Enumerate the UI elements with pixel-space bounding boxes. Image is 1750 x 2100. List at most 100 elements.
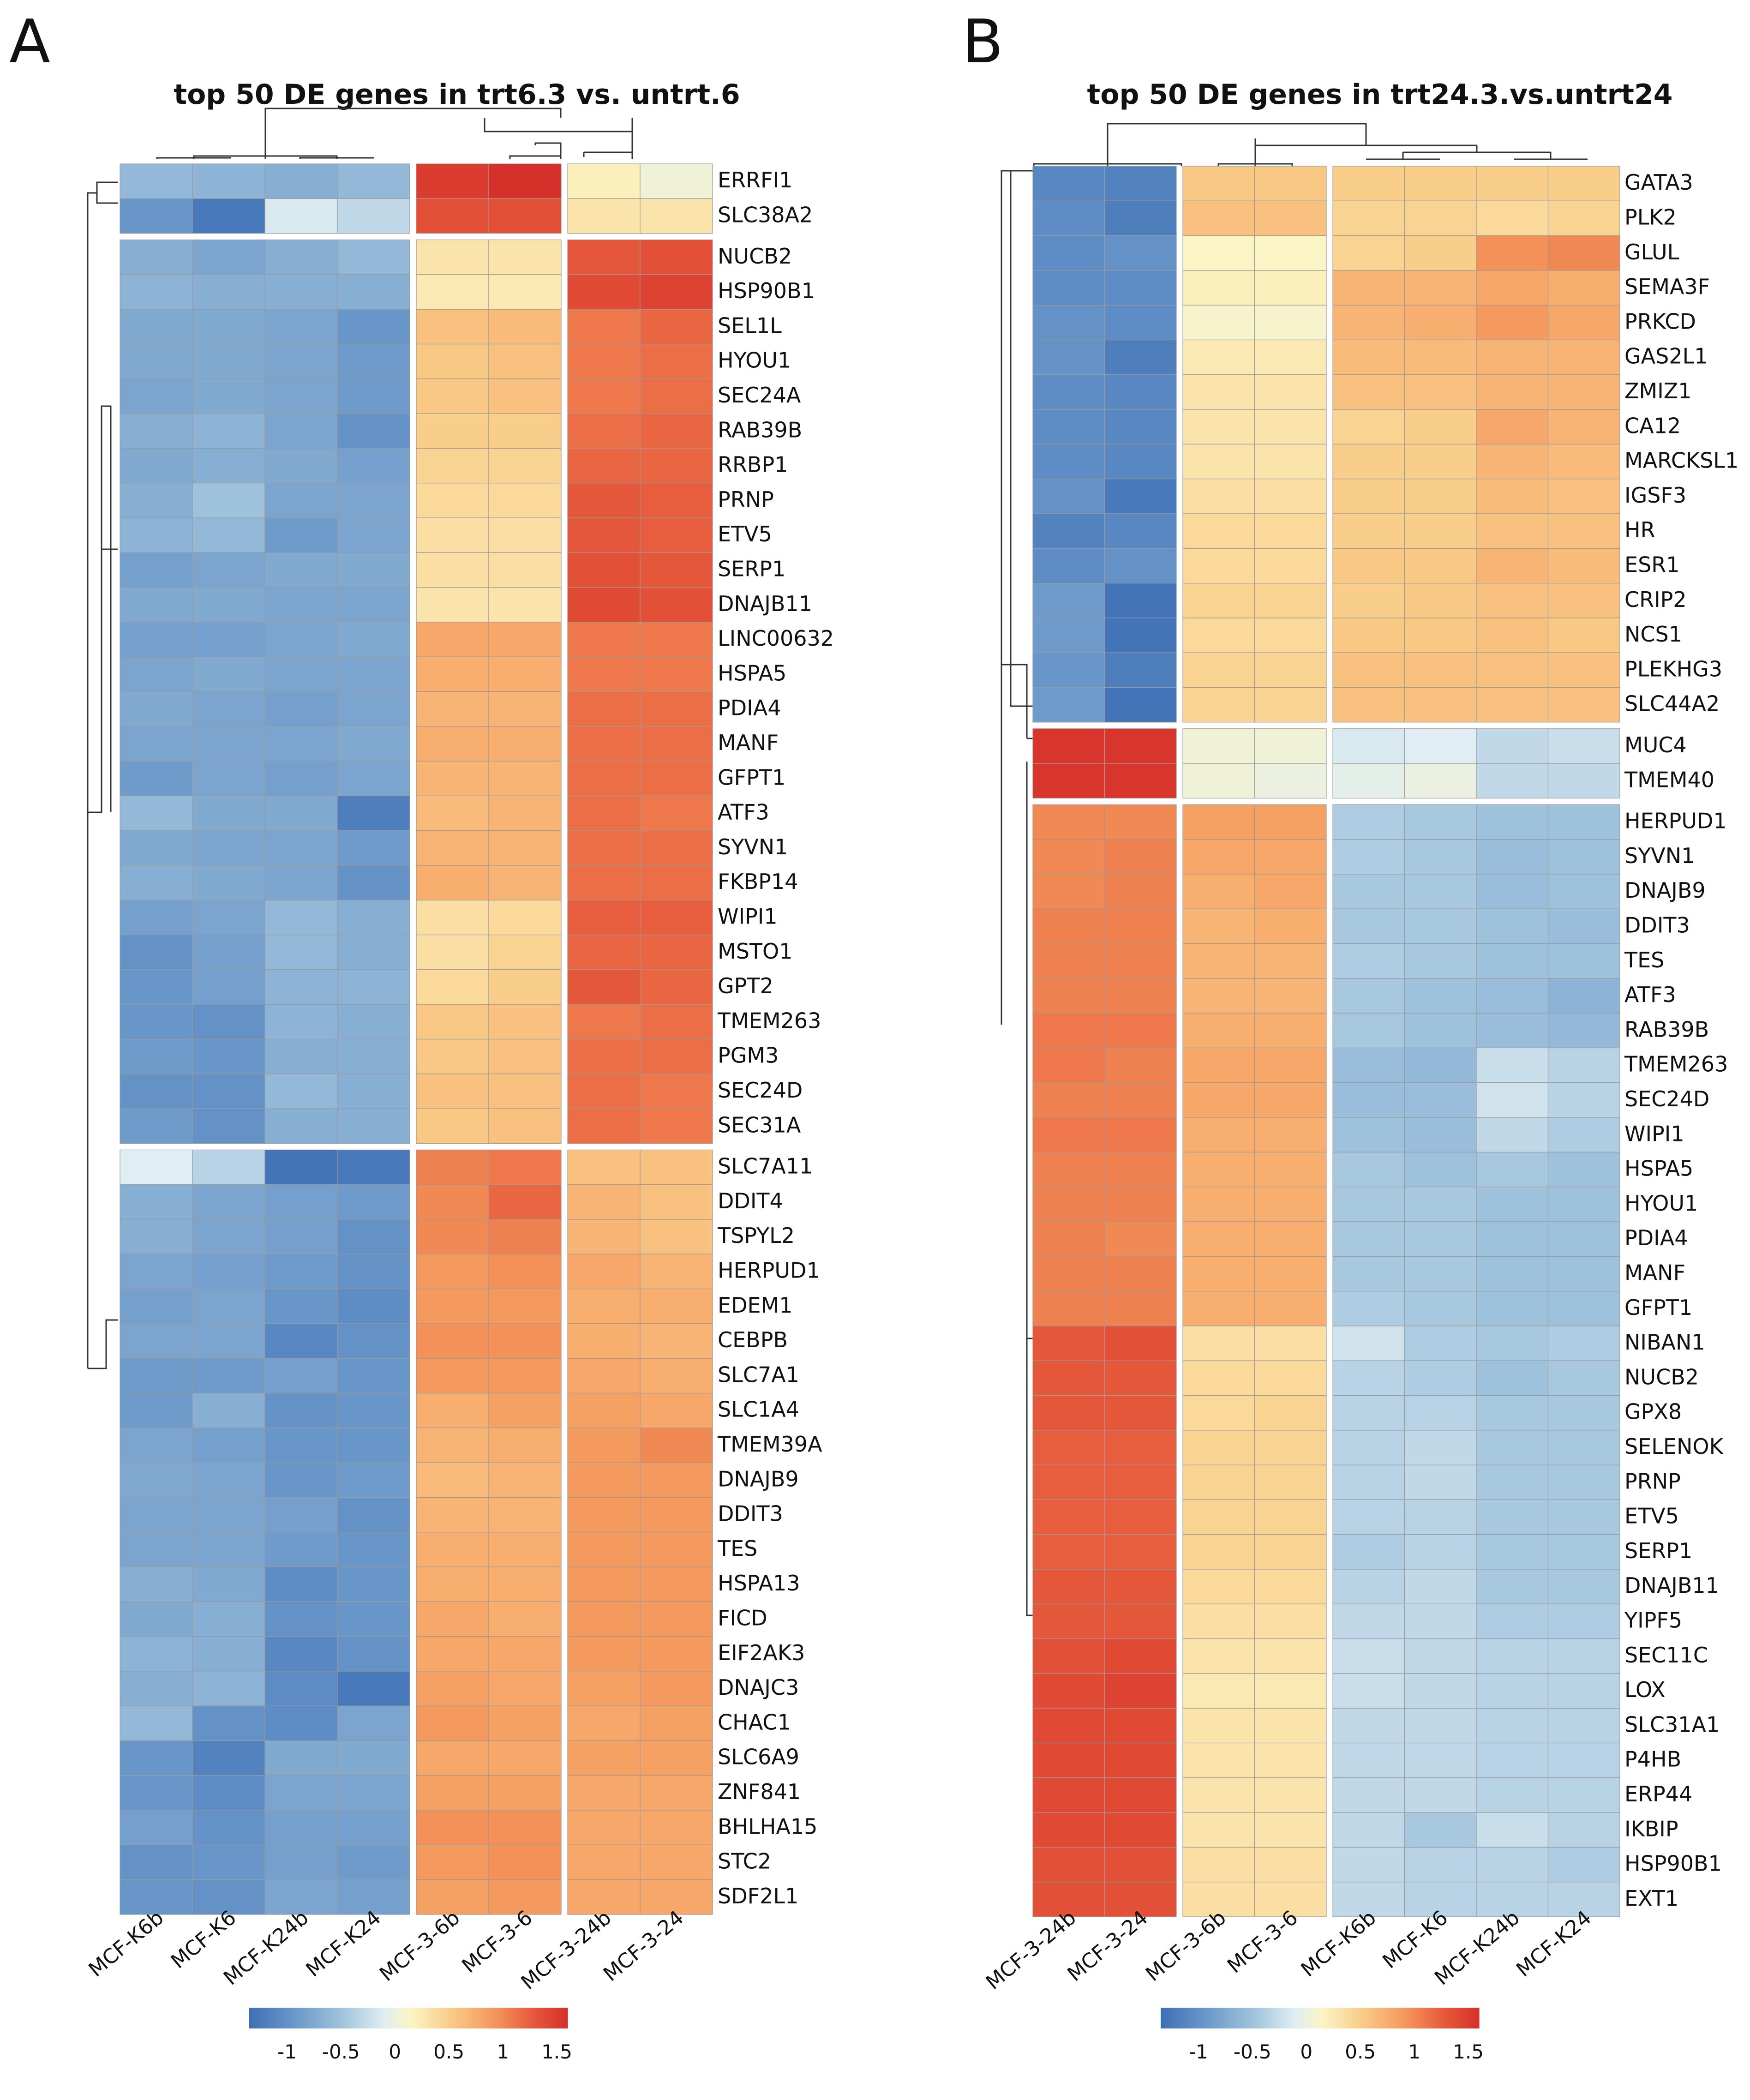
heatmap-cell <box>640 1219 713 1254</box>
heatmap-cell <box>567 413 641 449</box>
heatmap-cell <box>1404 305 1477 341</box>
heatmap-cell <box>640 1038 713 1074</box>
heatmap-cell <box>1104 305 1177 341</box>
heatmap-cell <box>1104 1638 1177 1674</box>
heatmap-cell <box>1476 479 1549 514</box>
legend-swatch <box>448 2008 451 2028</box>
heatmap-cell <box>264 1810 338 1846</box>
heatmap-cell <box>1032 1534 1105 1570</box>
heatmap-cell <box>488 343 562 379</box>
heatmap-cell <box>1476 874 1549 909</box>
heatmap-cell <box>1182 270 1255 306</box>
legend-swatch <box>1267 2008 1270 2028</box>
heatmap-cell <box>1254 1882 1327 1917</box>
legend-swatch <box>1205 2008 1209 2028</box>
heatmap-cell <box>120 343 193 379</box>
heatmap-cell <box>567 1428 641 1463</box>
heatmap-cell <box>1547 1847 1620 1883</box>
heatmap-cell <box>1032 839 1105 875</box>
heatmap-cell <box>416 761 489 796</box>
heatmap-cell <box>1104 839 1177 875</box>
heatmap-cell <box>1182 978 1255 1014</box>
legend-swatch <box>1240 2008 1243 2028</box>
legend-swatch <box>1468 2008 1472 2028</box>
heatmap-cell <box>416 1358 489 1394</box>
heatmap-cell <box>1182 908 1255 944</box>
legend-swatch <box>1341 2008 1344 2028</box>
heatmap-cell <box>1476 305 1549 341</box>
legend-swatch <box>1394 2008 1397 2028</box>
heatmap-cell <box>1547 839 1620 875</box>
heatmap-cell <box>1254 1256 1327 1292</box>
heatmap-cell <box>1104 409 1177 444</box>
heatmap-cell <box>1547 1569 1620 1604</box>
legend-swatch <box>1325 2008 1328 2028</box>
heatmap-cell <box>640 1879 713 1915</box>
heatmap-cell <box>337 448 410 484</box>
heatmap-cell <box>416 239 489 275</box>
legend-swatch <box>1251 2008 1254 2028</box>
heatmap-cell <box>1476 1499 1549 1535</box>
row-label: LOX <box>1624 1677 1666 1702</box>
heatmap-cell <box>567 1392 641 1428</box>
heatmap-cell <box>192 1810 265 1846</box>
heatmap-cell <box>488 1108 562 1144</box>
heatmap-cell <box>264 1462 338 1498</box>
row-label: MARCKSL1 <box>1624 448 1738 473</box>
heatmap-cell <box>488 239 562 275</box>
heatmap-cell <box>337 1392 410 1428</box>
heatmap-cell <box>264 274 338 310</box>
legend-swatch <box>554 2008 557 2028</box>
heatmap-cell <box>120 274 193 310</box>
heatmap-cell <box>1404 548 1477 584</box>
legend-tick-label: 0.5 <box>433 2040 464 2063</box>
heatmap-cell <box>192 587 265 623</box>
heatmap-cell <box>192 1108 265 1144</box>
heatmap-cell <box>1182 1882 1255 1917</box>
heatmap-cell <box>337 1740 410 1776</box>
heatmap-cell <box>120 1810 193 1846</box>
heatmap-cell <box>120 1428 193 1463</box>
heatmap-cell <box>1547 908 1620 944</box>
legend-swatch <box>1166 2008 1169 2028</box>
row-label: SEC31A <box>718 1112 801 1137</box>
heatmap-cell <box>488 761 562 796</box>
legend-swatch <box>509 2008 512 2028</box>
heatmap-cell <box>1332 305 1405 341</box>
heatmap-cell <box>1104 166 1177 201</box>
heatmap-cell <box>1476 1569 1549 1604</box>
heatmap-cell <box>1332 687 1405 723</box>
heatmap-cell <box>337 795 410 831</box>
heatmap-cell <box>1547 1603 1620 1639</box>
heatmap-cell <box>1332 1326 1405 1361</box>
heatmap-cell <box>1547 1013 1620 1049</box>
heatmap-cell <box>567 865 641 900</box>
heatmap-cell <box>567 761 641 796</box>
heatmap-cell <box>120 934 193 970</box>
legend-swatch <box>1293 2008 1296 2028</box>
heatmap-cell <box>1182 1673 1255 1709</box>
heatmap-cell <box>1254 270 1327 306</box>
heatmap-cell <box>640 761 713 796</box>
legend-swatch <box>562 2008 565 2028</box>
heatmap-cell <box>567 1004 641 1040</box>
heatmap-cell <box>1032 1187 1105 1222</box>
legend-swatch <box>1179 2008 1182 2028</box>
heatmap-cell <box>1032 270 1105 306</box>
heatmap-cell <box>1182 1013 1255 1049</box>
row-label: SLC7A11 <box>718 1154 813 1179</box>
heatmap-cell <box>640 1844 713 1880</box>
heatmap-cell <box>1476 1847 1549 1883</box>
heatmap-cell <box>1032 479 1105 514</box>
heatmap-cell <box>264 552 338 588</box>
heatmap-cell <box>337 1497 410 1533</box>
heatmap-cell <box>567 198 641 234</box>
heatmap-cell <box>264 1497 338 1533</box>
heatmap-cell <box>488 1671 562 1706</box>
heatmap-cell <box>264 1289 338 1324</box>
heatmap-cell <box>567 343 641 379</box>
heatmap-cell <box>488 1254 562 1290</box>
heatmap-cell <box>1332 1882 1405 1917</box>
heatmap-cell <box>488 1038 562 1074</box>
row-label: DNAJB9 <box>718 1466 799 1491</box>
